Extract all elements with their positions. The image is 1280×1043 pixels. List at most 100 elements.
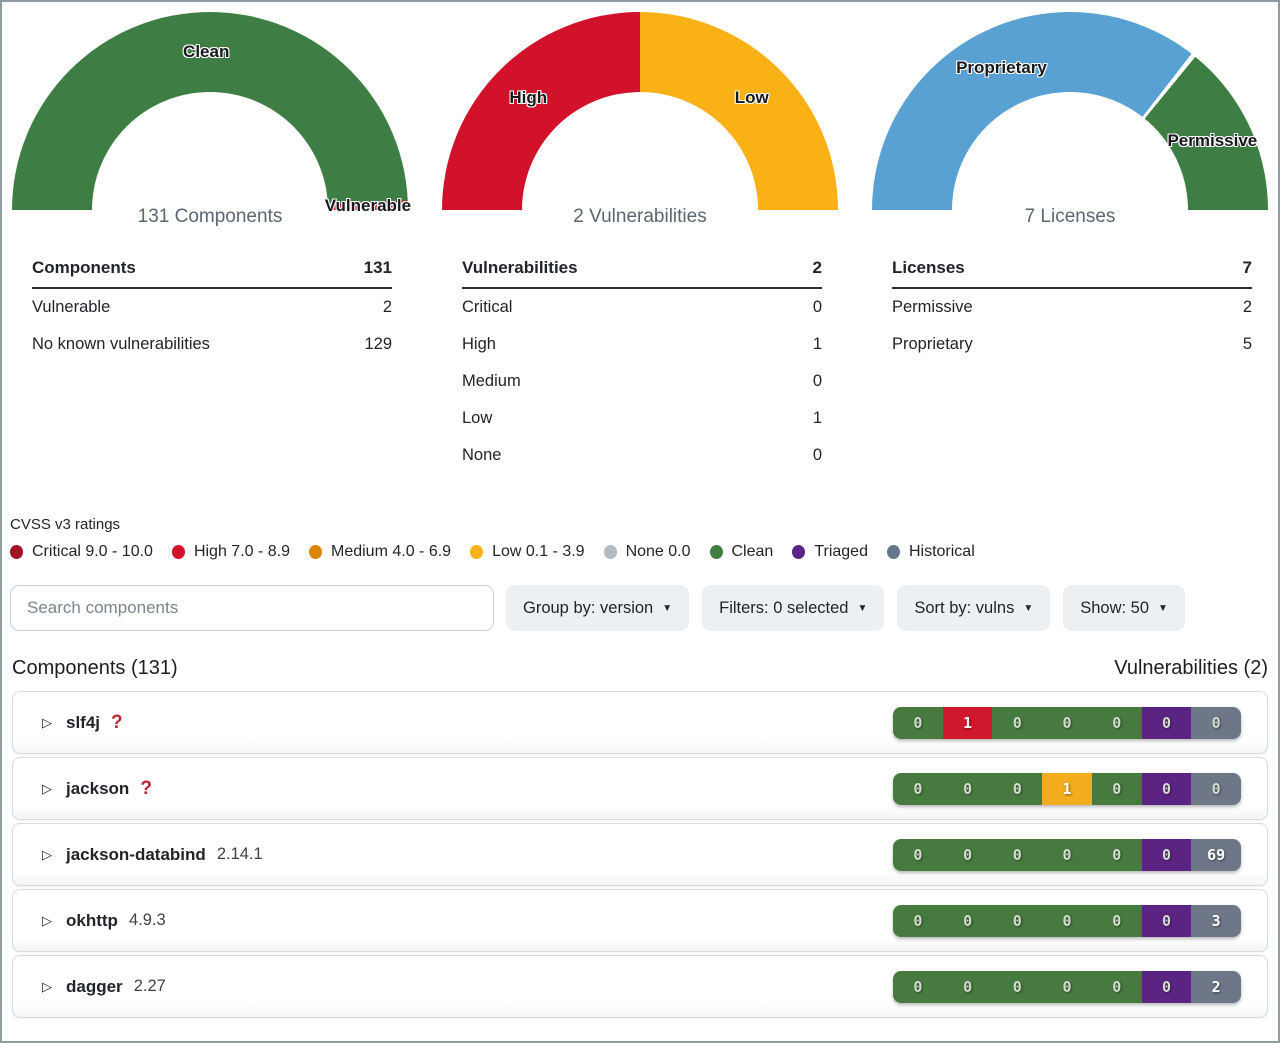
- legend-color-dot-icon: [792, 545, 806, 559]
- vuln-segment-clean: 0: [1091, 838, 1142, 871]
- legend-color-dot-icon: [709, 545, 723, 559]
- chevron-down-icon: ▼: [1158, 602, 1168, 614]
- legend-item-label: Triaged: [814, 543, 868, 560]
- table-header-value: 131: [363, 258, 392, 277]
- vuln-segment-triaged: 0: [1141, 838, 1192, 871]
- filters-dropdown[interactable]: Filters: 0 selected ▼: [702, 585, 885, 631]
- cvss-legend: CVSS v3 ratings Critical 9.0 - 10.0 High …: [2, 516, 1278, 561]
- gauge-components: Clean Vulnerable 131 Components: [12, 12, 412, 230]
- vuln-segment-clean: 0: [1091, 970, 1142, 1003]
- vulnerabilities-count-heading: Vulnerabilities (2): [1114, 657, 1268, 679]
- legend-item: Critical 9.0 - 10.0: [10, 543, 153, 561]
- table-header-label: Licenses: [892, 258, 965, 277]
- legend-item-label: High 7.0 - 8.9: [193, 543, 290, 560]
- table-row: None 0: [462, 437, 822, 474]
- legend-items: Critical 9.0 - 10.0 High 7.0 - 8.9 Medium …: [10, 543, 1270, 561]
- vulnerabilities-table: Vulnerabilities 2 Critical 0 High 1 Medium 0 Low…: [442, 258, 838, 474]
- vuln-segment-clean: 0: [1091, 904, 1142, 937]
- legend-color-dot-icon: [470, 545, 484, 559]
- component-row-jackson-databind[interactable]: ▷ jackson-databind 2.14.1 0 0 0 0 0 0 69: [12, 823, 1268, 886]
- legend-color-dot-icon: [171, 545, 185, 559]
- table-row-value: 2: [382, 298, 392, 316]
- component-row-dagger[interactable]: ▷ dagger 2.27 0 0 0 0 0 0 2: [12, 955, 1268, 1018]
- table-header-label: Vulnerabilities: [462, 258, 578, 277]
- table-row: Low 1: [462, 400, 822, 437]
- expand-caret-icon[interactable]: ▷: [42, 781, 52, 796]
- unknown-version-icon: ?: [140, 777, 152, 799]
- legend-item-label: Clean: [731, 543, 774, 560]
- vuln-segment-high: 1: [942, 706, 993, 739]
- component-row-jackson[interactable]: ▷ jackson? 0 0 0 1 0 0 0: [12, 757, 1268, 820]
- table-row-label: High: [462, 335, 496, 353]
- vuln-segment-clean: 0: [1042, 838, 1092, 871]
- search-input[interactable]: [10, 585, 494, 631]
- component-version: 4.9.3: [128, 911, 166, 929]
- legend-color-dot-icon: [309, 545, 322, 559]
- chevron-down-icon: ▼: [1023, 602, 1034, 614]
- vuln-segment-clean: 0: [992, 904, 1043, 937]
- vuln-segment-clean: 0: [893, 904, 943, 937]
- legend-item-label: Medium 4.0 - 6.9: [331, 543, 452, 560]
- components-table: Components 131 Vulnerable 2 No known vulnera…: [12, 258, 408, 474]
- gauge-vulnerabilities: High Low 2 Vulnerabilities: [442, 12, 838, 230]
- unknown-version-icon: ?: [111, 711, 123, 733]
- vuln-segment-clean: 0: [992, 970, 1043, 1003]
- sort-by-dropdown[interactable]: Sort by: vulns ▼: [897, 585, 1051, 631]
- table-row: High 1: [462, 326, 822, 363]
- vuln-segment-low: 1: [1042, 772, 1092, 805]
- vuln-segment-clean: 0: [942, 904, 993, 937]
- vuln-segment-historical: 69: [1191, 838, 1241, 871]
- gauge-slice-label-proprietary: Proprietary: [956, 57, 1047, 77]
- vuln-segment-triaged: 0: [1141, 706, 1192, 739]
- component-row-slf4j[interactable]: ▷ slf4j? 0 1 0 0 0 0 0: [12, 691, 1268, 754]
- vuln-segment-clean: 0: [1042, 904, 1092, 937]
- chevron-down-icon: ▼: [662, 602, 673, 614]
- table-header-value: 7: [1242, 258, 1252, 277]
- legend-item: Medium 4.0 - 6.9: [309, 543, 451, 561]
- expand-caret-icon[interactable]: ▷: [42, 979, 52, 994]
- table-row: No known vulnerabilities 129: [32, 326, 392, 363]
- table-row-label: Low: [462, 409, 493, 427]
- legend-color-dot-icon: [10, 545, 23, 559]
- dropdown-label: Show: 50: [1080, 598, 1150, 617]
- vuln-segment-triaged: 0: [1141, 904, 1192, 937]
- legend-item: Triaged: [792, 543, 868, 561]
- table-header-value: 2: [812, 258, 822, 277]
- toolbar-dropdowns: Group by: version ▼ Filters: 0 selected ▼ So…: [506, 585, 1185, 631]
- component-version: 2.14.1: [216, 845, 263, 863]
- legend-title: CVSS v3 ratings: [10, 516, 121, 533]
- legend-item-label: Critical 9.0 - 10.0: [32, 543, 153, 560]
- vuln-segment-clean: 0: [942, 838, 993, 871]
- vuln-segment-clean: 0: [893, 706, 943, 739]
- component-row-okhttp[interactable]: ▷ okhttp 4.9.3 0 0 0 0 0 0 3: [12, 889, 1268, 952]
- gauge-slice-label-permissive: Permissive: [1167, 131, 1258, 151]
- expand-caret-icon[interactable]: ▷: [42, 913, 52, 928]
- table-row-label: No known vulnerabilities: [32, 335, 210, 353]
- licenses-table-header: Licenses 7: [892, 258, 1252, 289]
- gauge-slice-label-clean: Clean: [183, 42, 230, 62]
- vuln-segment-clean: 0: [942, 970, 993, 1003]
- licenses-gauge-arc: [872, 12, 1268, 211]
- components-gauge-arc: [12, 12, 408, 211]
- legend-item-label: Low 0.1 - 3.9: [492, 543, 585, 560]
- legend-item-label: None 0.0: [625, 543, 691, 560]
- vulnerabilities-gauge-arc: [442, 12, 838, 211]
- vuln-segment-clean: 0: [1091, 706, 1142, 739]
- vuln-segment-historical: 0: [1191, 772, 1241, 805]
- gauge-slice-label-vulnerable: Vulnerable: [324, 196, 412, 216]
- group-by-dropdown[interactable]: Group by: version ▼: [506, 585, 690, 631]
- show-dropdown[interactable]: Show: 50 ▼: [1063, 585, 1185, 631]
- vuln-segment-clean: 0: [1042, 970, 1092, 1003]
- vuln-segment-triaged: 0: [1141, 970, 1192, 1003]
- components-count-heading: Components (131): [12, 657, 178, 679]
- table-row-label: Medium: [462, 372, 521, 390]
- component-name: slf4j: [66, 712, 101, 732]
- gauge-licenses: Proprietary Permissive 7 Licenses: [872, 12, 1268, 230]
- legend-item: High 7.0 - 8.9: [171, 543, 290, 561]
- table-row-value: 2: [1242, 298, 1252, 316]
- table-row: Vulnerable 2: [32, 289, 392, 326]
- expand-caret-icon[interactable]: ▷: [42, 715, 52, 730]
- expand-caret-icon[interactable]: ▷: [42, 847, 52, 862]
